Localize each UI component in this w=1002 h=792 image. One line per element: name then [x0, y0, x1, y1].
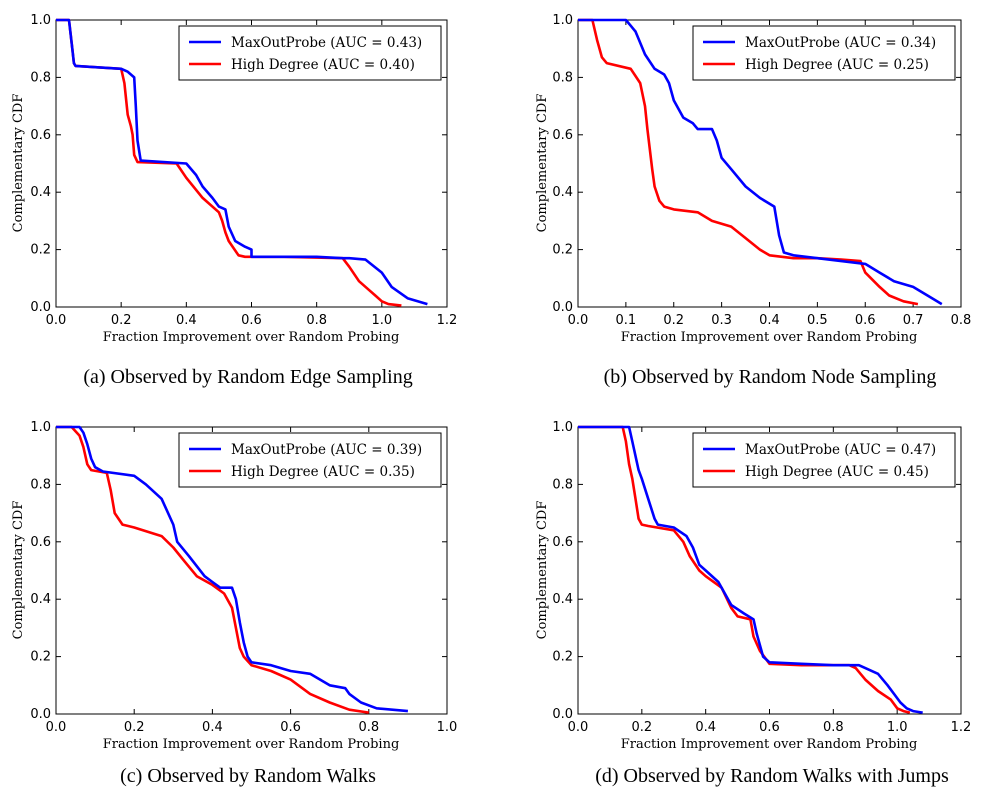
x-tick-label: 0.6	[241, 313, 262, 328]
x-tick-label: 1.2	[437, 313, 458, 328]
x-axis-label: Fraction Improvement over Random Probing	[621, 330, 918, 345]
legend-entry: MaxOutProbe (AUC = 0.39)	[231, 442, 422, 458]
x-tick-label: 0.5	[807, 313, 828, 328]
series-line-high-degree	[56, 425, 369, 714]
y-tick-label: 0.4	[30, 185, 51, 200]
y-axis-label: Complementary CDF	[535, 501, 550, 640]
y-tick-label: 0.2	[30, 650, 51, 665]
y-tick-label: 0.0	[30, 707, 51, 722]
panel-c: Fraction Improvement over Random Probing…	[11, 420, 457, 787]
y-tick-label: 0.4	[30, 592, 51, 607]
x-tick-label: 0.6	[855, 313, 876, 328]
y-tick-label: 0.8	[30, 477, 51, 492]
legend-entry: MaxOutProbe (AUC = 0.47)	[745, 442, 936, 458]
x-tick-label: 0.2	[631, 720, 652, 735]
panel-a: Fraction Improvement over Random Probing…	[11, 13, 457, 388]
legend-entry: MaxOutProbe (AUC = 0.34)	[745, 35, 936, 51]
y-tick-label: 0.2	[552, 650, 573, 665]
x-tick-label: 0.0	[568, 313, 589, 328]
y-tick-label: 1.0	[552, 13, 573, 28]
legend-box	[178, 25, 442, 81]
y-tick-label: 0.6	[552, 535, 573, 550]
series-line-maxoutprobe	[578, 425, 923, 714]
y-axis-label: Complementary CDF	[11, 94, 26, 233]
x-tick-label: 1.0	[437, 720, 458, 735]
x-tick-label: 1.0	[371, 313, 392, 328]
y-axis-label: Complementary CDF	[535, 94, 550, 233]
x-tick-label: 0.6	[759, 720, 780, 735]
x-tick-label: 0.2	[663, 313, 684, 328]
y-tick-label: 0.8	[552, 477, 573, 492]
x-tick-label: 0.0	[46, 720, 67, 735]
subfigure-caption: (c) Observed by Random Walks	[120, 765, 376, 787]
x-tick-label: 0.1	[616, 313, 637, 328]
x-tick-label: 0.0	[46, 313, 67, 328]
legend-entry: High Degree (AUC = 0.45)	[745, 464, 929, 480]
series-line-maxoutprobe	[56, 425, 409, 713]
legend-entry: High Degree (AUC = 0.35)	[231, 464, 415, 480]
y-tick-label: 0.6	[552, 128, 573, 143]
y-tick-label: 0.8	[552, 70, 573, 85]
x-tick-label: 0.8	[823, 720, 844, 735]
x-tick-label: 0.8	[306, 313, 327, 328]
y-tick-label: 0.0	[552, 707, 573, 722]
x-tick-label: 0.8	[358, 720, 379, 735]
panel-d: Fraction Improvement over Random Probing…	[535, 420, 971, 787]
series-line-maxoutprobe	[56, 18, 428, 306]
plot-frame	[55, 426, 448, 715]
y-tick-label: 0.8	[30, 70, 51, 85]
legend-box	[692, 25, 956, 81]
x-tick-label: 0.0	[568, 720, 589, 735]
y-tick-label: 0.6	[30, 128, 51, 143]
x-tick-label: 0.4	[202, 720, 223, 735]
subfigure-caption: (b) Observed by Random Node Sampling	[604, 366, 937, 388]
x-tick-label: 1.2	[951, 720, 972, 735]
y-axis-label: Complementary CDF	[11, 501, 26, 640]
x-tick-label: 0.4	[759, 313, 780, 328]
y-tick-label: 1.0	[30, 420, 51, 435]
x-tick-label: 0.4	[176, 313, 197, 328]
legend-entry: High Degree (AUC = 0.25)	[745, 57, 929, 73]
x-axis-label: Fraction Improvement over Random Probing	[103, 330, 400, 345]
y-tick-label: 0.4	[552, 185, 573, 200]
y-tick-label: 1.0	[30, 13, 51, 28]
x-tick-label: 0.6	[280, 720, 301, 735]
x-tick-label: 0.2	[111, 313, 132, 328]
legend-entry: MaxOutProbe (AUC = 0.43)	[231, 35, 422, 51]
legend-box	[178, 432, 442, 488]
y-tick-label: 0.0	[30, 300, 51, 315]
y-tick-label: 1.0	[552, 420, 573, 435]
legend-box	[692, 432, 956, 488]
y-tick-label: 0.2	[30, 243, 51, 258]
x-tick-label: 0.8	[951, 313, 972, 328]
x-tick-label: 0.4	[695, 720, 716, 735]
x-axis-label: Fraction Improvement over Random Probing	[103, 737, 400, 752]
y-tick-label: 0.2	[552, 243, 573, 258]
series-line-maxoutprobe	[578, 18, 943, 306]
panel-b: Fraction Improvement over Random Probing…	[535, 13, 971, 388]
subfigure-caption: (a) Observed by Random Edge Sampling	[83, 366, 412, 388]
legend-entry: High Degree (AUC = 0.40)	[231, 57, 415, 73]
y-tick-label: 0.6	[30, 535, 51, 550]
x-axis-label: Fraction Improvement over Random Probing	[621, 737, 918, 752]
x-tick-label: 1.0	[887, 720, 908, 735]
y-tick-label: 0.4	[552, 592, 573, 607]
subfigure-caption: (d) Observed by Random Walks with Jumps	[595, 765, 949, 787]
x-tick-label: 0.3	[711, 313, 732, 328]
y-tick-label: 0.0	[552, 300, 573, 315]
x-tick-label: 0.7	[903, 313, 924, 328]
x-tick-label: 0.2	[124, 720, 145, 735]
